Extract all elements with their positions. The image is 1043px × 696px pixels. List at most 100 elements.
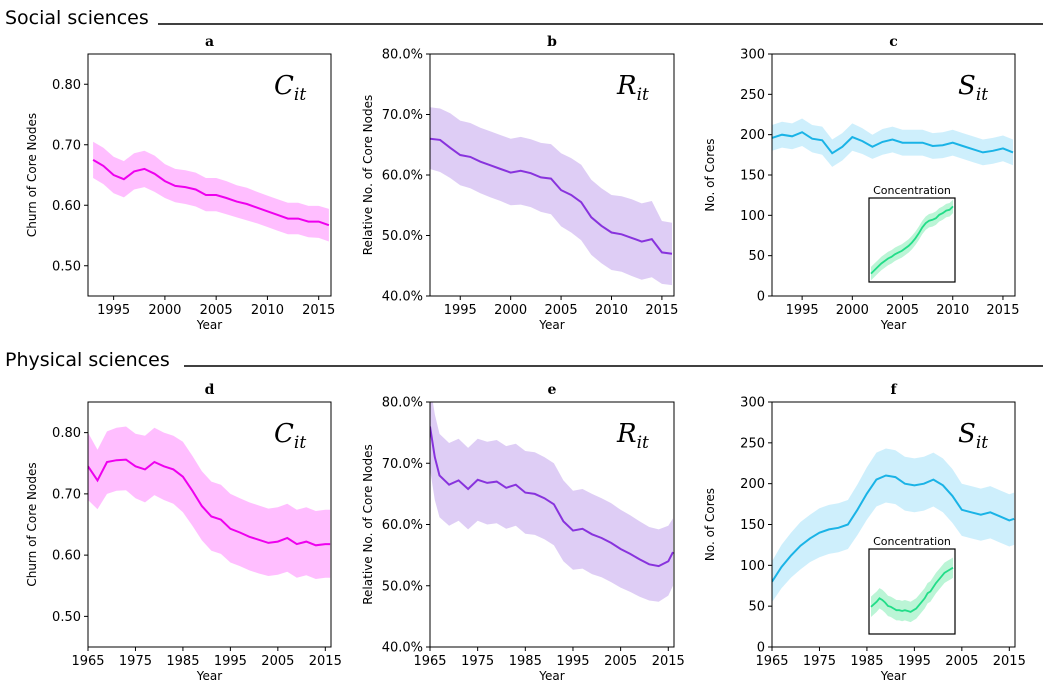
panels: 1995 2000 2005 2010 20150.500.600.700.80Year…: [25, 34, 1026, 683]
panel-d: 1965 1975 1985 1995 2005 2015 0.50 0.60 0.70 0.80…: [25, 382, 342, 683]
plot-area-a: [92, 141, 330, 242]
y-tick-label: 40.0%: [382, 641, 423, 656]
x-axis-label: Year: [538, 318, 564, 332]
x-tick-label: 1965: [413, 654, 446, 669]
axes-frame-d: [87, 401, 332, 648]
y-tick-label: 70.0%: [382, 108, 423, 123]
section-title-physical: Physical sciences: [5, 349, 170, 371]
y-tick-label: 0.80: [52, 426, 81, 441]
panel-e: 1965 1975 1985 1995 2005 2015 40.0% 50.0% 60.0% 7…: [361, 382, 685, 683]
x-tick-label: 2015: [993, 654, 1026, 669]
y-tick-label: 60.0%: [382, 169, 423, 184]
x-tick-label: 2010: [936, 303, 969, 318]
plot-area-c: [772, 118, 1014, 167]
y-tick-label: 60.0%: [382, 518, 423, 533]
panel-annotation: Rit: [616, 71, 649, 105]
y-tick-label: 100: [740, 559, 765, 574]
plot-area-f: [772, 448, 1015, 603]
x-tick-label: 2000: [836, 303, 869, 318]
y-tick-label: 70.0%: [382, 457, 423, 472]
band-a: [93, 141, 329, 242]
y-axis-label: Churn of Core Nodes: [25, 462, 39, 586]
x-tick-label: 2010: [251, 303, 284, 318]
x-tick-label: 2005: [200, 303, 233, 318]
y-tick-label: 0.50: [52, 610, 81, 625]
inset-line: [870, 205, 954, 275]
panel-letter: d: [205, 382, 215, 398]
y-tick-label: 50: [748, 600, 765, 615]
y-tick-label: 150: [740, 518, 765, 533]
x-tick-label: 2000: [148, 303, 181, 318]
y-axis-label: No. of Cores: [703, 488, 717, 561]
panel-letter: f: [890, 382, 897, 398]
x-tick-label: 2015: [645, 303, 678, 318]
y-tick-label: 80.0%: [382, 396, 423, 411]
panel-b: 1995 2000 2005 2010 2015 40.0% 50.0% 60.0% 70.0%…: [361, 34, 678, 332]
axes-frame-a: [87, 53, 332, 297]
y-tick-label: 300: [740, 48, 765, 63]
y-tick-label: 250: [740, 88, 765, 103]
x-tick-label: 2005: [545, 303, 578, 318]
x-tick-label: 1995: [97, 303, 130, 318]
series-line-e: [430, 426, 674, 568]
y-tick-label: 0: [757, 641, 765, 656]
y-tick-label: 200: [740, 128, 765, 143]
inset-c: Concentration: [868, 184, 956, 283]
y-tick-label: 200: [740, 477, 765, 492]
panel-c: 1995 2000 2005 2010 2015 0 50 100 150 200 250 300 Ye…: [703, 34, 1019, 332]
y-tick-label: 100: [740, 209, 765, 224]
inset-band: [871, 557, 953, 623]
y-tick-label: 0: [757, 290, 765, 305]
x-axis-label: Year: [880, 669, 906, 683]
panel-a: 1995 2000 2005 2010 2015 0.50 0.60 0.70 0.80 Year…: [25, 34, 335, 332]
band-d: [88, 426, 331, 579]
panel-annotation: Sit: [958, 419, 988, 453]
series-line-c: [772, 131, 1014, 155]
x-tick-label: 2005: [261, 654, 294, 669]
y-tick-label: 0.70: [52, 138, 81, 153]
panel-annotation: Cit: [274, 71, 306, 105]
x-tick-label: 1995: [444, 303, 477, 318]
y-tick-label: 0.50: [52, 259, 81, 274]
inset-line: [870, 566, 954, 613]
panel-f: 1965 1975 1985 1995 2005 2015 0 50 100 150 200 250 3…: [703, 382, 1026, 683]
panel-annotation: Cit: [274, 419, 306, 453]
x-tick-label: 1975: [461, 654, 494, 669]
panel-letter: e: [548, 382, 557, 398]
x-tick-label: 1965: [71, 654, 104, 669]
y-tick-label: 80.0%: [382, 48, 423, 63]
x-tick-label: 2000: [494, 303, 527, 318]
y-tick-label: 250: [740, 436, 765, 451]
y-tick-label: 0.80: [52, 78, 81, 93]
band-e: [430, 402, 673, 602]
y-tick-label: 0.60: [52, 199, 81, 214]
series-line-a: [92, 159, 330, 227]
band-b: [430, 107, 672, 286]
plot-area-d: [88, 426, 331, 579]
series-line-d: [88, 458, 331, 547]
x-axis-label: Year: [880, 318, 906, 332]
inset-title: Concentration: [873, 184, 951, 197]
x-axis-label: Year: [538, 669, 564, 683]
x-tick-label: 2015: [309, 654, 342, 669]
inset-f: Concentration: [868, 535, 956, 635]
y-axis-label: Churn of Core Nodes: [25, 113, 39, 237]
y-axis-label: No. of Cores: [703, 138, 717, 211]
x-tick-label: 1985: [509, 654, 542, 669]
x-tick-label: 2015: [986, 303, 1019, 318]
x-tick-label: 2015: [652, 654, 685, 669]
band-f: [772, 448, 1015, 603]
y-tick-label: 150: [740, 169, 765, 184]
y-tick-label: 40.0%: [382, 290, 423, 305]
plot-area-b: [430, 107, 673, 286]
section-title-social: Social sciences: [5, 7, 149, 29]
x-axis-label: Year: [196, 669, 222, 683]
x-tick-label: 1995: [786, 303, 819, 318]
panel-annotation: Sit: [958, 71, 988, 105]
x-tick-label: 1975: [803, 654, 836, 669]
series-line-b: [430, 137, 673, 255]
x-tick-label: 1975: [119, 654, 152, 669]
x-tick-label: 1985: [166, 654, 199, 669]
y-tick-label: 300: [740, 396, 765, 411]
